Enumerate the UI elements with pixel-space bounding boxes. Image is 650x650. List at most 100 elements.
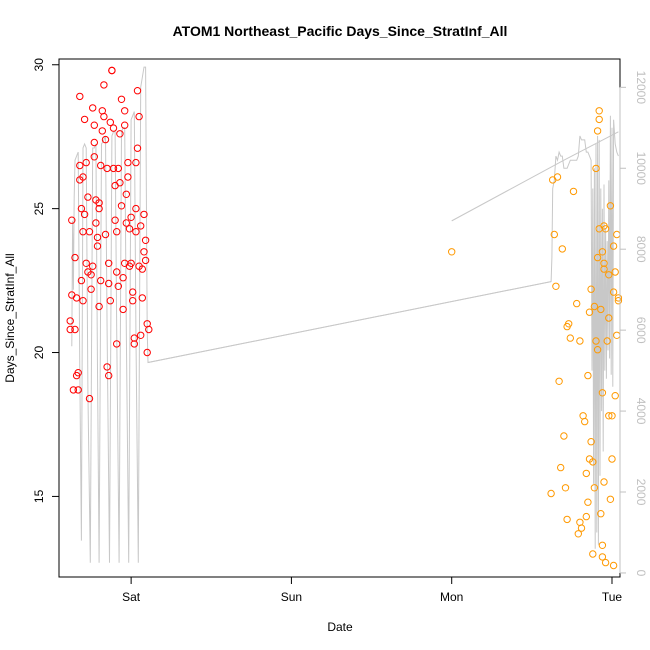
point-s1-41: [595, 107, 603, 115]
point-s0-27: [87, 271, 95, 279]
point-s0-66: [114, 164, 123, 173]
point-s1-40: [595, 115, 603, 124]
point-s0-93: [135, 112, 143, 121]
point-s0-31: [90, 153, 99, 161]
point-s1-68: [614, 294, 623, 302]
point-s1-28: [585, 308, 594, 316]
point-s0-21: [82, 259, 90, 267]
point-s1-20: [577, 524, 586, 532]
point-s1-61: [609, 288, 618, 296]
point-s0-89: [132, 228, 140, 236]
point-s0-69: [117, 95, 126, 104]
point-s0-0: [66, 317, 74, 325]
point-s0-55: [106, 118, 115, 127]
point-s0-90: [132, 158, 140, 167]
point-s1-67: [614, 297, 623, 305]
point-s0-3: [68, 216, 76, 224]
point-s1-47: [598, 248, 607, 256]
y2-tick-label-5: 10000: [634, 152, 648, 186]
point-s0-22: [82, 158, 90, 167]
point-s0-57: [108, 66, 116, 75]
point-s0-104: [143, 348, 151, 357]
point-s0-92: [133, 87, 142, 95]
x-tick-label-3: Tue: [602, 590, 623, 604]
point-s0-95: [137, 222, 145, 230]
point-s1-37: [593, 253, 602, 262]
point-s0-18: [79, 173, 87, 181]
point-s1-49: [600, 265, 608, 273]
point-s0-87: [130, 340, 139, 348]
point-s0-84: [129, 288, 137, 296]
point-s1-71: [609, 561, 618, 570]
point-s1-6: [555, 377, 563, 385]
point-s1-55: [605, 314, 613, 322]
point-s0-9: [74, 369, 82, 377]
point-s0-68: [116, 130, 124, 138]
point-s1-39: [593, 127, 602, 135]
point-s0-12: [76, 92, 84, 101]
point-s0-79: [124, 158, 132, 167]
point-s1-8: [558, 245, 566, 253]
point-s0-35: [92, 219, 100, 227]
point-s0-37: [93, 233, 102, 242]
point-s0-36: [93, 242, 102, 250]
point-s0-43: [98, 127, 107, 135]
point-s1-5: [553, 173, 562, 181]
point-s1-13: [565, 320, 573, 328]
point-s1-45: [598, 389, 607, 397]
point-s0-102: [141, 236, 150, 245]
point-s1-60: [608, 412, 616, 420]
point-s0-99: [140, 248, 148, 256]
point-s1-9: [560, 432, 568, 440]
point-s0-45: [100, 112, 108, 121]
point-s1-33: [590, 302, 599, 311]
point-s1-22: [581, 417, 589, 426]
point-s1-52: [601, 558, 610, 567]
point-s1-23: [582, 469, 590, 478]
point-s0-52: [105, 259, 113, 267]
point-s1-11: [563, 515, 571, 524]
point-s1-44: [597, 510, 605, 518]
point-s0-19: [80, 115, 89, 124]
point-s0-83: [127, 259, 135, 267]
point-s1-30: [587, 285, 595, 293]
point-s1-62: [609, 242, 618, 250]
x-tick-label-2: Mon: [440, 590, 463, 604]
point-s1-10: [561, 484, 570, 492]
point-s1-3: [550, 230, 558, 239]
point-s0-54: [106, 297, 115, 305]
point-s0-67: [116, 179, 124, 187]
point-s0-58: [109, 124, 118, 132]
y2-tick-label-4: 8000: [634, 236, 648, 263]
point-s0-32: [90, 138, 99, 147]
point-s1-36: [592, 337, 600, 345]
point-s0-50: [103, 363, 111, 371]
x-axis-label: Date: [327, 620, 353, 634]
point-s0-62: [113, 228, 121, 236]
point-s0-82: [127, 213, 135, 222]
point-s1-46: [598, 541, 607, 549]
point-s1-19: [576, 337, 584, 345]
y-axis-left: 15 20 25 30: [32, 58, 60, 503]
point-s0-86: [130, 334, 139, 342]
point-s0-47: [101, 135, 110, 144]
trace-bridge-0: [147, 281, 552, 364]
point-s1-56: [605, 412, 613, 420]
point-s1-63: [611, 268, 619, 276]
point-s0-88: [132, 204, 140, 213]
point-s0-39: [95, 204, 103, 213]
point-s1-50: [600, 259, 608, 267]
y2-tick-label-2: 4000: [634, 398, 648, 425]
point-s0-53: [105, 279, 113, 288]
point-s0-78: [124, 173, 132, 181]
point-s0-5: [71, 325, 79, 334]
point-s0-97: [138, 265, 147, 273]
point-s0-26: [85, 394, 94, 403]
y-axis-right: 0 2000 4000 6000 8000 10000 12000: [619, 71, 648, 577]
point-s0-100: [140, 210, 148, 219]
point-s0-70: [117, 202, 126, 210]
point-s0-64: [113, 268, 121, 276]
point-s0-101: [141, 256, 150, 265]
point-s0-72: [119, 305, 127, 314]
